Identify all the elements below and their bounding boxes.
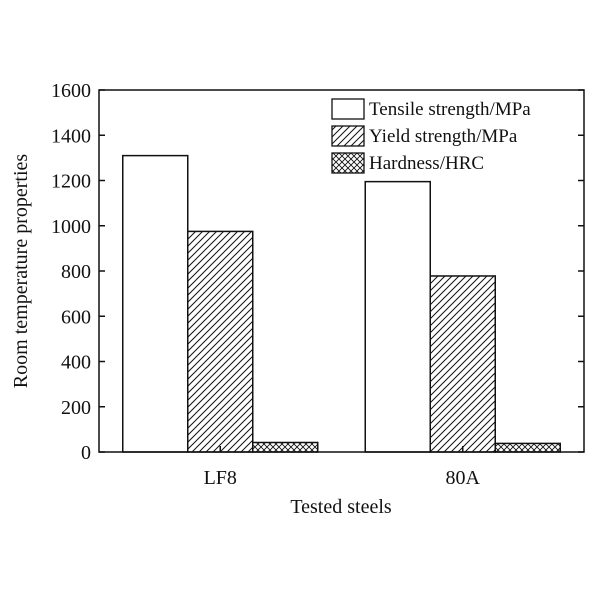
legend-label: Tensile strength/MPa bbox=[369, 99, 531, 120]
y-tick-label: 200 bbox=[61, 397, 91, 419]
y-tick-label: 600 bbox=[61, 306, 91, 328]
legend-swatch bbox=[331, 152, 365, 174]
x-axis-title: Tested steels bbox=[290, 496, 392, 518]
y-tick-label: 1600 bbox=[51, 80, 91, 102]
x-category-label: LF8 bbox=[204, 467, 237, 489]
bar-lf8-series-2 bbox=[252, 441, 319, 453]
y-tick-label: 1200 bbox=[51, 171, 91, 193]
bars-group bbox=[122, 154, 561, 453]
y-axis-ticks: 0 200 400 600 800 1000 1200 1400 1600 bbox=[51, 80, 584, 464]
legend-swatch bbox=[331, 98, 365, 120]
bar-80a-series-1 bbox=[429, 275, 496, 453]
y-tick-label: 1400 bbox=[51, 125, 91, 147]
y-tick-label: 400 bbox=[61, 352, 91, 374]
legend: Tensile strength/MPa Yield strength/MPa Ha… bbox=[331, 98, 531, 174]
legend-label: Hardness/HRC bbox=[369, 153, 484, 174]
y-tick-label: 1000 bbox=[51, 216, 91, 238]
x-category-label: 80A bbox=[446, 467, 481, 489]
bar-80a-series-0 bbox=[364, 180, 431, 453]
bar-80a-series-2 bbox=[494, 442, 561, 453]
bar-lf8-series-0 bbox=[122, 154, 189, 453]
legend-swatch bbox=[331, 125, 365, 147]
bar-lf8-series-1 bbox=[187, 230, 254, 453]
y-tick-label: 800 bbox=[61, 261, 91, 283]
y-tick-label: 0 bbox=[81, 442, 91, 464]
y-axis-title: Room temperature properties bbox=[10, 154, 32, 389]
legend-label: Yield strength/MPa bbox=[369, 126, 518, 147]
x-axis-categories: LF8 80A bbox=[204, 446, 481, 489]
